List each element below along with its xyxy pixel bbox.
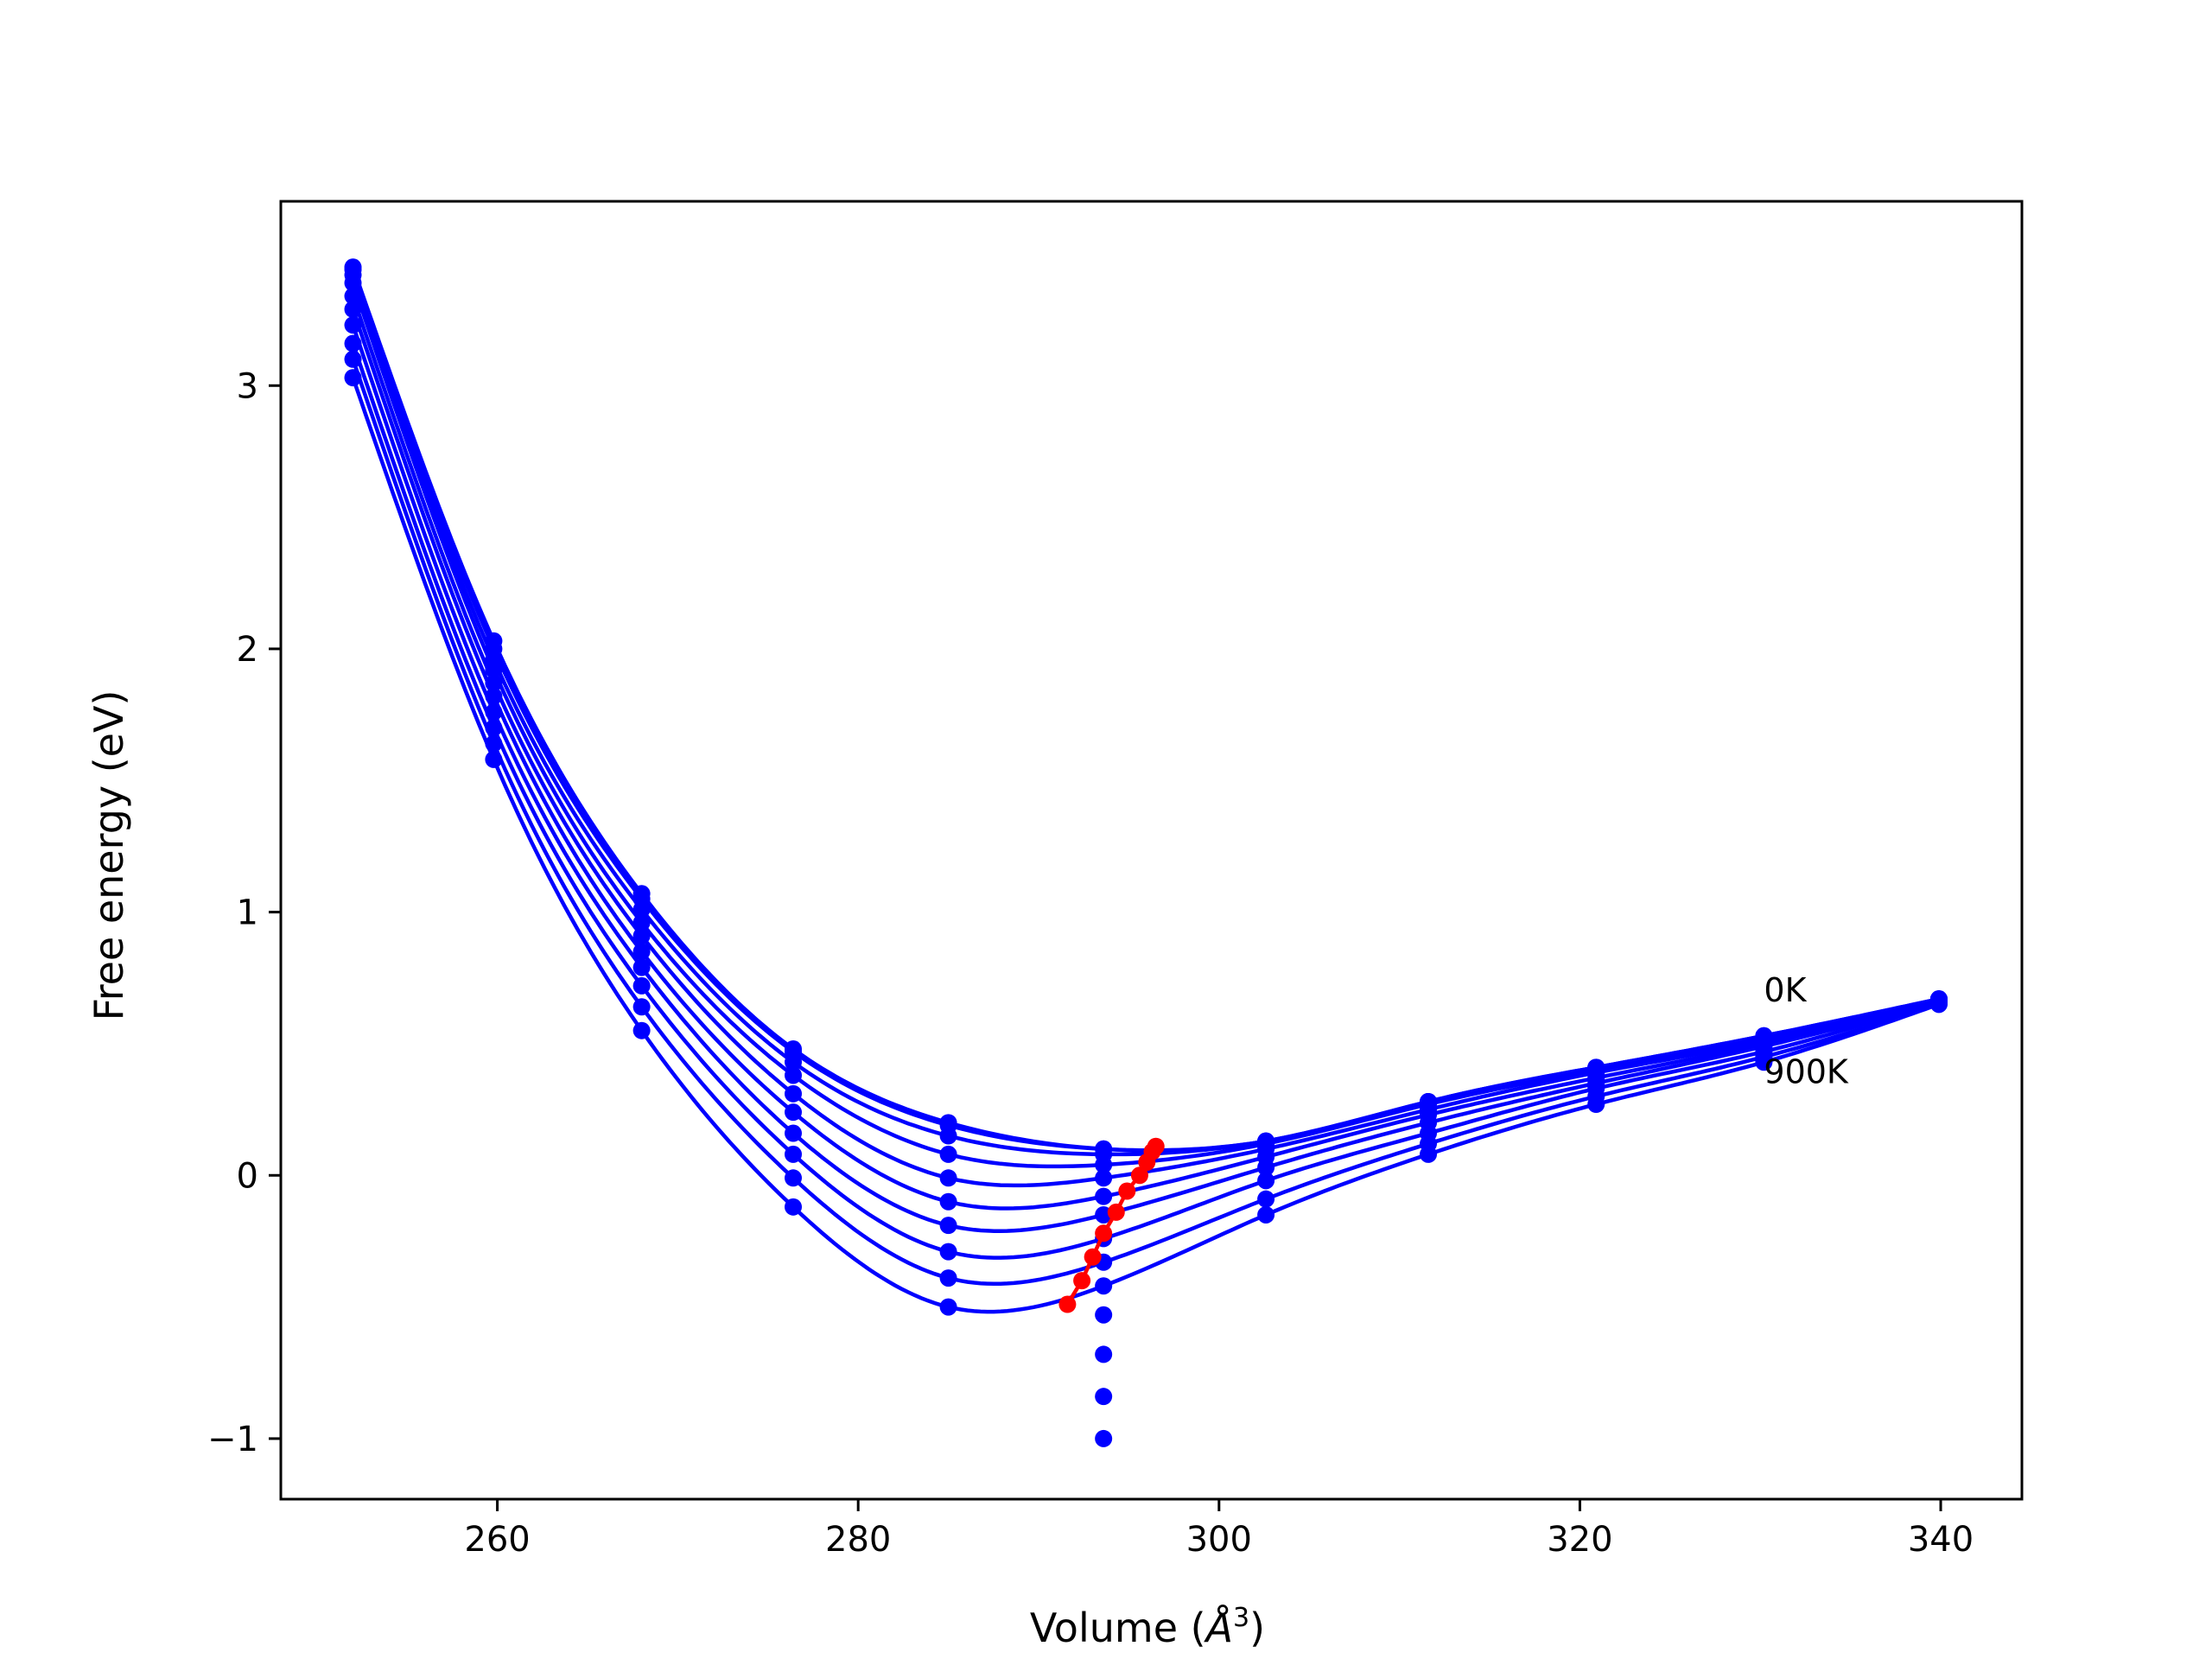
data-point [485, 632, 503, 650]
data-point [785, 1124, 803, 1142]
minimum-point [1084, 1248, 1102, 1266]
y-tick-label: −1 [207, 1420, 258, 1459]
minima-layer [1058, 1137, 1165, 1313]
data-point [939, 1269, 957, 1287]
x-tick-label: 340 [1908, 1520, 1974, 1560]
x-axis-ticks: 260 280 300 320 340 [464, 1499, 1974, 1560]
data-point [1420, 1092, 1438, 1110]
data-point [1257, 1190, 1275, 1208]
minimum-point [1130, 1166, 1148, 1185]
data-point [785, 1145, 803, 1163]
data-point [939, 1145, 957, 1163]
data-point [1257, 1172, 1275, 1190]
data-point [939, 1298, 957, 1316]
data-point [1257, 1205, 1275, 1224]
minimum-point [1118, 1182, 1136, 1200]
data-point [632, 976, 651, 995]
data-point [344, 287, 362, 305]
data-point [939, 1114, 957, 1132]
series-line-4 [351, 308, 1940, 1211]
data-point [1095, 1345, 1113, 1363]
data-point [485, 734, 503, 753]
data-point [632, 1021, 651, 1039]
minimum-point [1073, 1272, 1091, 1290]
data-point [485, 719, 503, 737]
data-point [939, 1192, 957, 1211]
minimum-point [1107, 1203, 1125, 1221]
x-tick-label: 320 [1547, 1520, 1612, 1560]
data-point [785, 1198, 803, 1216]
minimum-point [1095, 1224, 1113, 1243]
series-line-2 [351, 342, 1940, 1260]
data-point [344, 300, 362, 318]
data-point [1257, 1132, 1275, 1150]
data-point [939, 1169, 957, 1187]
data-point [939, 1243, 957, 1261]
data-point [1095, 1429, 1113, 1447]
y-tick-label: 1 [237, 893, 258, 933]
data-point [632, 958, 651, 976]
data-point [485, 750, 503, 768]
plot-frame [279, 200, 2024, 1501]
annotations: 0K 900K [1764, 971, 1849, 1090]
data-point [485, 703, 503, 721]
x-tick-label: 280 [825, 1520, 891, 1560]
x-tick-label: 260 [464, 1520, 530, 1560]
data-point [1095, 1388, 1113, 1406]
data-point [344, 258, 362, 276]
data-point [1095, 1277, 1113, 1295]
data-point [344, 350, 362, 368]
y-axis-ticks: −1 0 1 2 3 [207, 366, 281, 1459]
data-point [785, 1169, 803, 1187]
x-tick-label: 300 [1186, 1520, 1252, 1560]
series-line-0 [351, 377, 1940, 1314]
data-point [1095, 1169, 1113, 1187]
points-layer [344, 258, 1948, 1447]
data-point [632, 998, 651, 1016]
data-point [344, 369, 362, 387]
data-point [632, 943, 651, 961]
annotation-label: 900K [1764, 1053, 1849, 1091]
data-point [632, 885, 651, 903]
data-point [785, 1040, 803, 1058]
data-point [785, 1084, 803, 1103]
data-point [1095, 1140, 1113, 1158]
series-line-3 [351, 324, 1940, 1233]
data-point [1095, 1306, 1113, 1324]
data-point [1587, 1058, 1605, 1077]
data-point [1755, 1027, 1773, 1045]
data-point [344, 316, 362, 334]
data-point [785, 1066, 803, 1084]
minimum-point [1058, 1295, 1077, 1313]
data-point [632, 913, 651, 931]
data-point [1095, 1187, 1113, 1205]
x-axis-label: Volume (Å3) [1030, 1603, 1265, 1651]
y-axis-label: Free energy (eV) [86, 690, 132, 1021]
annotation-label: 0K [1764, 971, 1807, 1009]
y-tick-label: 0 [237, 1156, 258, 1196]
minimum-point [1147, 1137, 1165, 1155]
data-point [785, 1103, 803, 1122]
y-tick-label: 3 [237, 366, 258, 406]
data-point [1929, 990, 1948, 1008]
data-point [632, 927, 651, 945]
y-tick-label: 2 [237, 630, 258, 670]
series-line-1 [351, 359, 1940, 1287]
data-point [344, 334, 362, 353]
data-point [485, 687, 503, 705]
data-point [485, 674, 503, 692]
data-point [939, 1217, 957, 1235]
